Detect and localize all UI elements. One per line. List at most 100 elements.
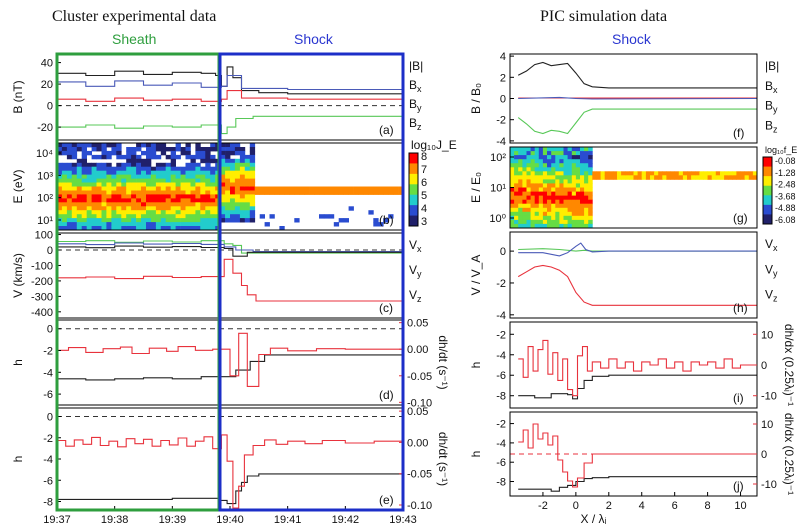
heatmap-cell <box>542 163 548 168</box>
heatmap-cell <box>234 194 241 199</box>
legend-entry: Bx <box>409 78 422 94</box>
heatmap-cell <box>388 186 394 191</box>
heatmap-cell <box>658 171 663 176</box>
heatmap-cell <box>732 175 737 180</box>
heatmap-cell <box>522 179 527 184</box>
heatmap-cell <box>588 191 593 197</box>
heatmap-cell <box>254 190 260 195</box>
heatmap-cell <box>165 186 171 191</box>
y-axis-label: B (nT) <box>11 80 25 113</box>
heatmap-cell <box>121 166 127 172</box>
heatmap-cell <box>106 143 112 148</box>
heatmap-cell <box>57 214 63 219</box>
heatmap-cell <box>249 202 256 207</box>
heatmap-cell <box>629 175 634 180</box>
heatmap-cell <box>522 183 527 188</box>
heatmap-cell <box>155 222 162 227</box>
heatmap-cell <box>165 202 171 207</box>
heatmap-cell <box>234 198 241 203</box>
y-tick-label: 20 <box>41 79 53 91</box>
heatmap-cell <box>155 214 162 219</box>
heatmap-cell <box>150 218 157 223</box>
heatmap-cell <box>538 219 544 225</box>
heatmap-cell <box>155 190 162 195</box>
heatmap-cell <box>299 186 305 191</box>
heatmap-cell <box>645 175 651 180</box>
heatmap-cell <box>239 178 246 183</box>
heatmap-cell <box>225 147 231 152</box>
right-y-tick-label: 0.00 <box>407 437 428 449</box>
heatmap-cell <box>66 178 73 183</box>
heatmap-cell <box>555 207 560 213</box>
heatmap-cell <box>666 171 671 176</box>
heatmap-cell <box>538 163 544 168</box>
heatmap-cell <box>61 218 68 223</box>
heatmap-cell <box>559 175 564 180</box>
heatmap-cell <box>225 218 231 223</box>
heatmap-cell <box>510 203 515 209</box>
heatmap-cell <box>239 194 246 199</box>
y-tick-label: -2 <box>496 278 506 290</box>
heatmap-cell <box>319 186 325 191</box>
heatmap-cell <box>234 166 241 172</box>
colorbar-segment <box>763 185 772 196</box>
heatmap-cell <box>393 186 399 191</box>
heatmap-cell <box>61 162 68 168</box>
heatmap-cell <box>185 214 191 219</box>
heatmap-cell <box>101 222 107 227</box>
heatmap-cell <box>165 226 171 231</box>
heatmap-cell <box>106 218 112 223</box>
heatmap-cell <box>699 171 704 176</box>
heatmap-cell <box>121 178 127 183</box>
heatmap-cell <box>210 147 216 152</box>
panel-label: (e) <box>379 493 394 507</box>
heatmap-cell <box>185 198 191 203</box>
heatmap-cell <box>584 203 589 209</box>
heatmap-cell <box>175 154 181 160</box>
heatmap-cell <box>526 211 531 217</box>
heatmap-cell <box>71 170 78 176</box>
heatmap-cell <box>239 190 246 195</box>
heatmap-cell <box>200 202 206 207</box>
heatmap-cell <box>514 175 519 180</box>
heatmap-cell <box>91 143 97 148</box>
heatmap-cell <box>588 167 593 172</box>
heatmap-cell <box>580 199 585 205</box>
heatmap-cell <box>160 202 167 207</box>
heatmap-cell <box>220 150 226 156</box>
heatmap-cell <box>160 143 167 148</box>
heatmap-cell <box>244 206 251 211</box>
heatmap-cell <box>526 183 531 188</box>
heatmap-cell <box>170 194 176 199</box>
heatmap-cell <box>220 143 226 148</box>
heatmap-cell <box>185 202 191 207</box>
heatmap-cell <box>180 210 186 215</box>
legend-subscript: y <box>773 268 778 278</box>
heatmap-cell <box>654 175 659 180</box>
heatmap-cell <box>563 163 568 168</box>
heatmap-cell <box>534 191 540 197</box>
heatmap-cell <box>131 190 137 195</box>
heatmap-cell <box>126 174 132 179</box>
heatmap-cell <box>185 222 191 227</box>
heatmap-cell <box>61 186 68 191</box>
heatmap-cell <box>175 218 181 223</box>
heatmap-cell <box>522 203 527 209</box>
heatmap-cell <box>249 143 256 148</box>
heatmap-cell <box>111 182 117 187</box>
heatmap-cell <box>205 198 211 203</box>
heatmap-cell <box>116 202 122 207</box>
heatmap-cell <box>81 218 87 223</box>
heatmap-cell <box>121 186 127 191</box>
heatmap-cell <box>190 182 196 187</box>
heatmap-cell <box>559 151 564 156</box>
heatmap-cell <box>81 178 87 183</box>
x-tick-label: 6 <box>672 500 678 512</box>
heatmap-cell <box>101 202 107 207</box>
heatmap-cell <box>190 222 196 227</box>
heatmap-cell <box>551 147 556 152</box>
y-tick-label: -20 <box>37 122 53 134</box>
heatmap-cell <box>86 194 92 199</box>
heatmap-cell <box>555 219 560 225</box>
